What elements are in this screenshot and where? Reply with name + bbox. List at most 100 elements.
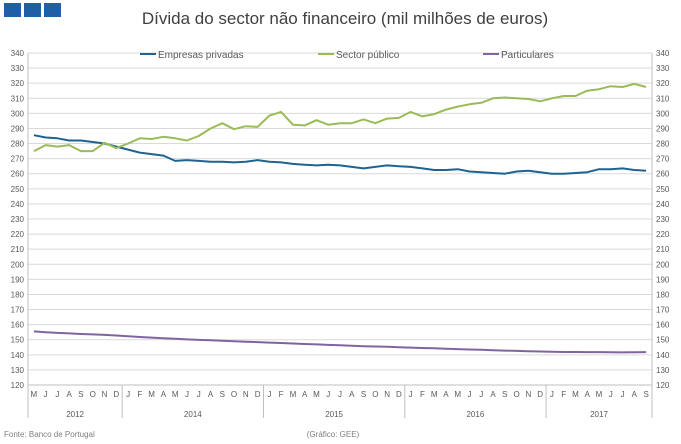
month-tick-label: N (525, 390, 531, 399)
year-label: 2017 (590, 410, 608, 419)
y-tick-label: 290 (11, 124, 25, 133)
series-line (33, 82, 647, 153)
month-tick-label: O (231, 390, 237, 399)
series-line (33, 134, 647, 175)
y-tick-label: 150 (11, 336, 25, 345)
y-tick-label-right: 170 (656, 306, 670, 315)
month-tick-label: J (55, 390, 59, 399)
month-tick-label: F (137, 390, 142, 399)
month-tick-label: J (468, 390, 472, 399)
logo-square-icon (24, 3, 41, 17)
y-tick-label: 340 (11, 49, 25, 58)
month-tick-label: A (443, 390, 449, 399)
y-tick-label-right: 290 (656, 124, 670, 133)
legend-label: Sector público (336, 50, 400, 61)
legend-label: Empresas privadas (158, 50, 244, 61)
y-tick-label: 260 (11, 170, 25, 179)
month-tick-label: J (609, 390, 613, 399)
y-tick-label: 300 (11, 109, 25, 118)
y-tick-label: 270 (11, 155, 25, 164)
month-tick-label: A (208, 390, 214, 399)
month-tick-label: F (420, 390, 425, 399)
y-tick-label-right: 210 (656, 245, 670, 254)
month-tick-label: D (113, 390, 119, 399)
y-tick-label-right: 130 (656, 366, 670, 375)
month-tick-label: M (596, 390, 603, 399)
y-tick-label-right: 140 (656, 351, 670, 360)
month-tick-label: S (220, 390, 225, 399)
year-label: 2012 (66, 410, 84, 419)
y-tick-label: 250 (11, 185, 25, 194)
y-tick-label-right: 180 (656, 290, 670, 299)
month-tick-label: S (78, 390, 83, 399)
month-tick-label: F (279, 390, 284, 399)
y-tick-label: 180 (11, 290, 25, 299)
y-tick-label: 140 (11, 351, 25, 360)
y-tick-label: 170 (11, 306, 25, 315)
month-tick-label: J (621, 390, 625, 399)
month-tick-label: M (431, 390, 438, 399)
y-tick-label-right: 310 (656, 94, 670, 103)
logo-square-icon (4, 3, 21, 17)
y-tick-label: 200 (11, 260, 25, 269)
month-tick-label: M (454, 390, 461, 399)
month-tick-label: N (243, 390, 249, 399)
month-tick-label: S (361, 390, 366, 399)
month-tick-label: S (502, 390, 507, 399)
month-tick-label: J (44, 390, 48, 399)
month-tick-label: A (490, 390, 496, 399)
month-tick-label: F (561, 390, 566, 399)
y-tick-label-right: 240 (656, 200, 670, 209)
y-tick-label-right: 190 (656, 275, 670, 284)
month-tick-label: M (290, 390, 297, 399)
y-tick-label-right: 270 (656, 155, 670, 164)
month-tick-label: J (550, 390, 554, 399)
year-label: 2014 (184, 410, 202, 419)
month-tick-label: D (396, 390, 402, 399)
month-tick-label: J (126, 390, 130, 399)
month-tick-label: J (409, 390, 413, 399)
y-tick-label-right: 120 (656, 381, 670, 390)
institution-logo (4, 3, 61, 17)
y-tick-label-right: 200 (656, 260, 670, 269)
y-axis-right: 120 130 140 150 160 170 180 190 200 210 220 230 240 2… (651, 49, 670, 390)
series-line (33, 330, 647, 354)
y-tick-label-right: 160 (656, 321, 670, 330)
y-tick-label-right: 280 (656, 140, 670, 149)
month-tick-label: J (338, 390, 342, 399)
y-tick-label: 120 (11, 381, 25, 390)
month-tick-label: A (302, 390, 308, 399)
chart-title: Dívida do sector não financeiro (mil mil… (142, 9, 548, 28)
month-tick-label: J (326, 390, 330, 399)
month-tick-label: N (102, 390, 108, 399)
month-tick-label: M (313, 390, 320, 399)
month-tick-label: O (372, 390, 378, 399)
month-tick-label: M (572, 390, 579, 399)
month-tick-label: O (90, 390, 96, 399)
month-tick-label: J (267, 390, 271, 399)
month-tick-label: D (255, 390, 261, 399)
y-tick-label: 240 (11, 200, 25, 209)
chart-credit: (Gráfico: GEE) (307, 430, 360, 439)
y-tick-label: 160 (11, 321, 25, 330)
month-tick-label: A (349, 390, 355, 399)
month-tick-label: N (384, 390, 390, 399)
y-tick-label: 330 (11, 64, 25, 73)
month-tick-label: D (537, 390, 543, 399)
y-tick-label: 320 (11, 79, 25, 88)
month-tick-label: J (197, 390, 201, 399)
y-tick-label: 230 (11, 215, 25, 224)
logo-square-icon (44, 3, 61, 17)
y-tick-label: 280 (11, 140, 25, 149)
month-tick-label: A (585, 390, 591, 399)
y-tick-label-right: 260 (656, 170, 670, 179)
legend-label: Particulares (501, 50, 554, 61)
legend: Empresas privadas Sector público Particula… (140, 50, 554, 61)
y-axis-left: 120 130 140 150 160 170 180 190 200 210 220 230 240 2… (11, 49, 29, 390)
y-tick-label-right: 250 (656, 185, 670, 194)
y-tick-label-right: 330 (656, 64, 670, 73)
y-tick-label: 190 (11, 275, 25, 284)
month-tick-label: M (172, 390, 179, 399)
